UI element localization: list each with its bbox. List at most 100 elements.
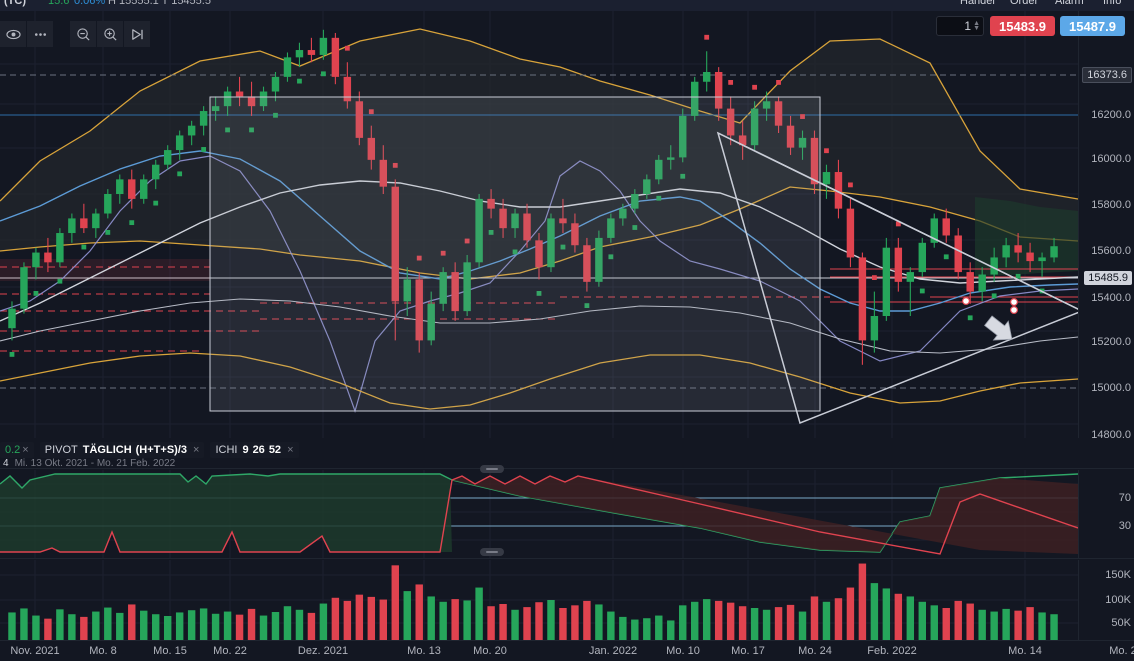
- volume-bar: [475, 587, 483, 640]
- time-axis-label: Mo. 2: [1109, 645, 1134, 657]
- menu-alarm[interactable]: Alarm: [1055, 0, 1084, 7]
- menu-order[interactable]: Order: [1010, 0, 1039, 7]
- volume-bar: [954, 600, 962, 640]
- ichi-label: ICHI: [215, 443, 238, 456]
- sar-dot: [81, 244, 87, 250]
- volume-bar: [750, 608, 759, 640]
- candle-body: [858, 257, 867, 341]
- volume-bar: [679, 605, 687, 640]
- oscillator-svg: [0, 470, 1078, 558]
- volume-bar: [271, 612, 280, 640]
- volume-bar: [391, 565, 399, 640]
- sar-dot: [776, 80, 781, 85]
- ichimoku-cloud-upper: [0, 29, 1078, 279]
- candle-body: [822, 172, 831, 185]
- candle-body: [259, 91, 268, 107]
- candle-body: [1050, 246, 1058, 258]
- ohlc-values: H 15555.1 T 15455.5: [108, 0, 211, 7]
- oscillator-pane[interactable]: [0, 470, 1078, 558]
- zoom-out-icon[interactable]: [70, 21, 96, 47]
- legend-item-ichimoku[interactable]: ICHI 9 26 52 ×: [210, 441, 299, 458]
- volume-bar: [690, 601, 699, 640]
- volume-bar: [547, 600, 555, 640]
- time-axis[interactable]: Nov. 2021 Mo. 8 Mo. 15 Mo. 22 Dez. 2021 Mo. 1…: [0, 640, 1134, 661]
- trade-controls: 1 ▲ ▼ 15483.9 15487.9: [936, 16, 1130, 36]
- volume-bar: [571, 605, 579, 640]
- sar-dot: [656, 195, 662, 201]
- candle-body: [463, 262, 471, 312]
- volume-bar: [990, 611, 998, 640]
- candle-body: [283, 57, 292, 77]
- jump-to-latest-icon[interactable]: [124, 21, 150, 47]
- volume-bar: [1026, 607, 1034, 640]
- menu-info[interactable]: Info: [1103, 0, 1122, 7]
- candle-body: [307, 50, 316, 55]
- arrow-annotation[interactable]: [981, 311, 1019, 348]
- symbol-header: (TC) 15.6 0.06% H 15555.1 T 15455.5 Hand…: [0, 0, 1134, 11]
- volume-bar: [32, 615, 40, 640]
- bollinger-lower-band: [0, 352, 1078, 410]
- sar-dot: [129, 220, 135, 226]
- pane-resize-handle-top[interactable]: [480, 465, 504, 473]
- legend-item-pivot[interactable]: PIVOT TÄGLICH (H+T+S)/3 ×: [39, 441, 205, 458]
- volume-bar: [643, 618, 651, 640]
- volume-bar: [463, 600, 471, 640]
- volume-bar: [379, 599, 388, 640]
- quantity-stepper[interactable]: 1 ▲ ▼: [936, 16, 984, 36]
- eye-icon[interactable]: [0, 21, 26, 47]
- candle-body: [667, 157, 675, 160]
- volume-pane[interactable]: [0, 560, 1078, 640]
- pane-divider-upper[interactable]: [0, 468, 1134, 469]
- price-axis[interactable]: 16373.6 16200.0 16000.0 15800.0 15600.0 15485…: [1078, 11, 1134, 441]
- candle-body: [930, 218, 938, 243]
- candle-body: [942, 218, 950, 236]
- sar-dot: [536, 291, 542, 296]
- sell-price-button[interactable]: 15483.9: [990, 16, 1055, 36]
- close-icon[interactable]: ×: [287, 443, 294, 456]
- candle-body: [750, 108, 759, 146]
- menu-handel[interactable]: Handel: [960, 0, 995, 7]
- sar-dot: [225, 127, 230, 133]
- volume-bar: [930, 605, 938, 640]
- candle-body: [631, 194, 639, 209]
- close-icon[interactable]: ×: [22, 443, 29, 456]
- time-axis-label: Dez. 2021: [297, 645, 349, 657]
- legend-item-bollinger[interactable]: 0.2 ×: [0, 441, 34, 458]
- volume-bar: [559, 608, 567, 640]
- sar-dot: [488, 230, 494, 235]
- zoom-in-icon[interactable]: [97, 21, 123, 47]
- level-markers[interactable]: [961, 297, 1018, 315]
- stepper-arrows-icon[interactable]: ▲ ▼: [973, 20, 980, 32]
- candle-body: [56, 233, 64, 263]
- volume-bar: [834, 598, 843, 640]
- sar-dot: [344, 45, 350, 51]
- volume-bar: [427, 596, 435, 640]
- ellipsis-icon[interactable]: [27, 21, 53, 47]
- quantity-value: 1: [964, 19, 972, 33]
- volume-bar: [882, 588, 891, 640]
- volume-axis[interactable]: 150K 100K 50K: [1078, 560, 1134, 640]
- volume-bar: [439, 601, 447, 640]
- volume-axis-label: 50K: [1111, 617, 1131, 629]
- candlestick-series: [8, 29, 1058, 365]
- volume-bar: [894, 593, 903, 640]
- close-icon[interactable]: ×: [193, 443, 200, 456]
- volume-bar: [702, 599, 711, 640]
- selection-rectangle[interactable]: [209, 96, 821, 412]
- symbol-name[interactable]: (TC): [4, 0, 26, 7]
- sar-dot: [201, 147, 207, 152]
- sar-dot: [991, 293, 997, 299]
- pane-divider-lower[interactable]: [0, 558, 1134, 559]
- chart-toolbar: [0, 20, 151, 48]
- candle-body: [547, 218, 555, 268]
- time-axis-label: Mo. 24: [798, 645, 832, 657]
- oscillator-axis[interactable]: 70 30: [1078, 470, 1134, 558]
- sar-dot: [440, 250, 446, 256]
- pane-resize-handle-bottom[interactable]: [480, 548, 504, 556]
- price-chart-pane[interactable]: [0, 11, 1078, 438]
- buy-price-button[interactable]: 15487.9: [1060, 16, 1125, 36]
- volume-bar: [942, 608, 950, 640]
- volume-bar: [499, 604, 507, 640]
- sar-dot: [560, 244, 566, 250]
- candle-body: [128, 179, 136, 199]
